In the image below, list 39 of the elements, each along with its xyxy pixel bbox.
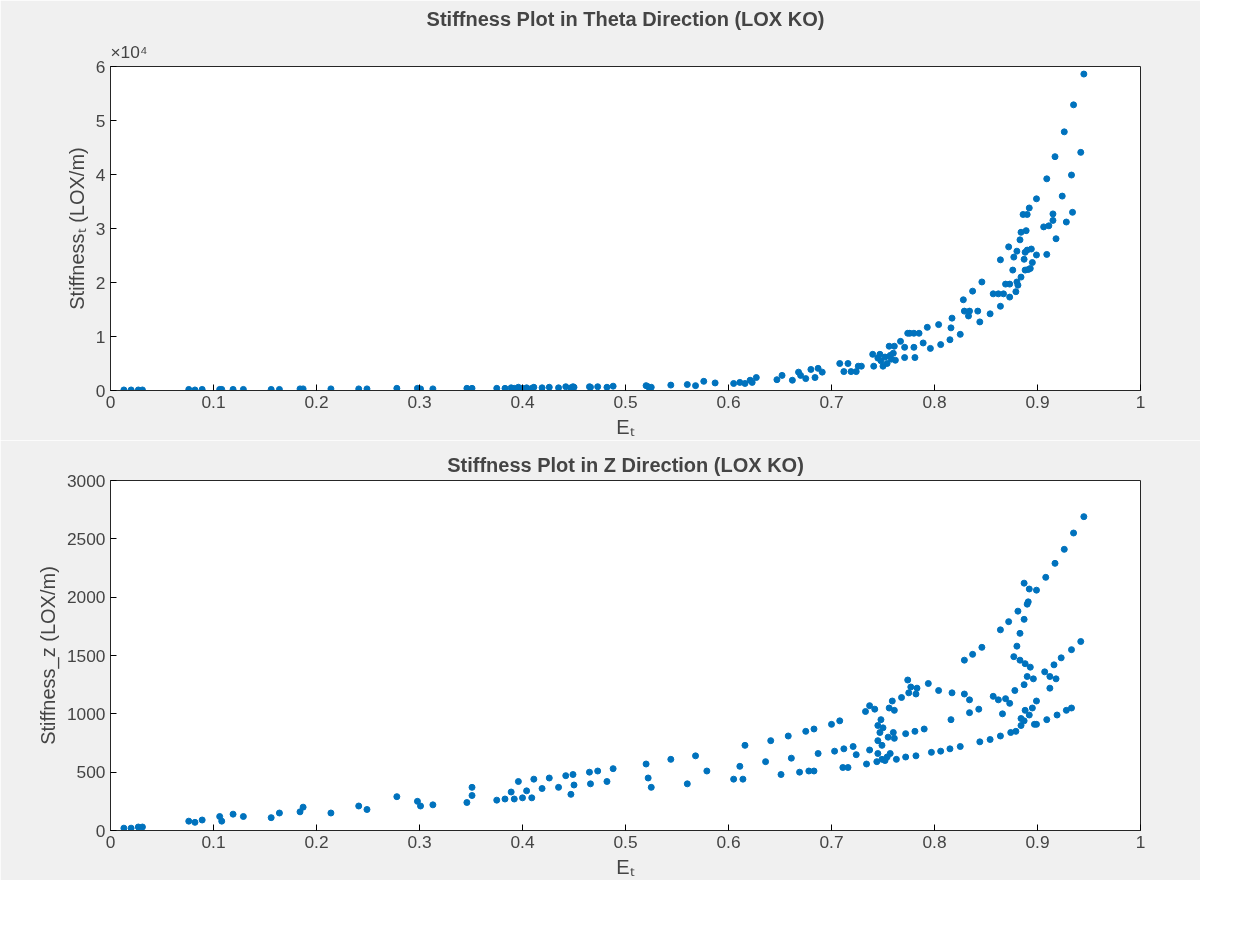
x-tick-label: 0.9 [1025, 391, 1050, 412]
y-tick-label: 1500 [66, 645, 106, 666]
y-tick-label: 1000 [66, 703, 106, 724]
x-tick-label: 1 [1135, 831, 1146, 852]
y-axis-title: Stiffnessₜ (LOX/m) [65, 147, 88, 310]
text: ×10⁴ [110, 41, 148, 62]
x-tick-label: 0.6 [716, 831, 741, 852]
x-tick-label: 0.3 [407, 391, 432, 412]
y-tick-label: 1 [95, 326, 106, 347]
y-tick-label: 500 [76, 762, 106, 783]
x-tick-label: 0.4 [510, 391, 535, 412]
y-tick-label: 3000 [66, 470, 106, 491]
x-tick-label: 0.2 [304, 391, 329, 412]
y-tick-label: 2500 [66, 528, 106, 549]
chart-title: Stiffness Plot in Z Direction (LOX KO) [447, 453, 804, 476]
x-tick-label: 0.3 [407, 831, 432, 852]
x-tick-label: 0.1 [201, 831, 226, 852]
y-tick-label: 2 [95, 272, 106, 293]
y-tick-label: 2000 [66, 587, 106, 608]
x-tick-label: 1 [1135, 391, 1146, 412]
y-axis-title: Stiffness_z (LOX/m) [36, 566, 60, 745]
x-tick-label: 0.1 [201, 391, 226, 412]
y-tick-label: 4 [95, 164, 106, 185]
x-tick-label: 0.8 [922, 831, 947, 852]
x-tick-label: 0.9 [1025, 831, 1050, 852]
x-tick-label: 0.8 [922, 391, 947, 412]
chart-title: Stiffness Plot in Theta Direction (LOX KO) [426, 7, 825, 30]
x-axis-title: Eₜ [616, 415, 635, 438]
x-tick-label: 0.2 [304, 831, 329, 852]
x-tick-label: 0.7 [819, 391, 844, 412]
x-tick-label: 0.6 [716, 391, 741, 412]
y-tick-label: 5 [95, 110, 106, 131]
y-tick-label: 6 [95, 56, 106, 77]
x-axis-title: Eₜ [616, 855, 635, 878]
x-tick-label: 0.5 [613, 831, 638, 852]
y-tick-label: 3 [95, 218, 106, 239]
x-tick-label: 0.5 [613, 391, 638, 412]
x-tick-label: 0.4 [510, 831, 535, 852]
x-tick-label: 0.7 [819, 831, 844, 852]
